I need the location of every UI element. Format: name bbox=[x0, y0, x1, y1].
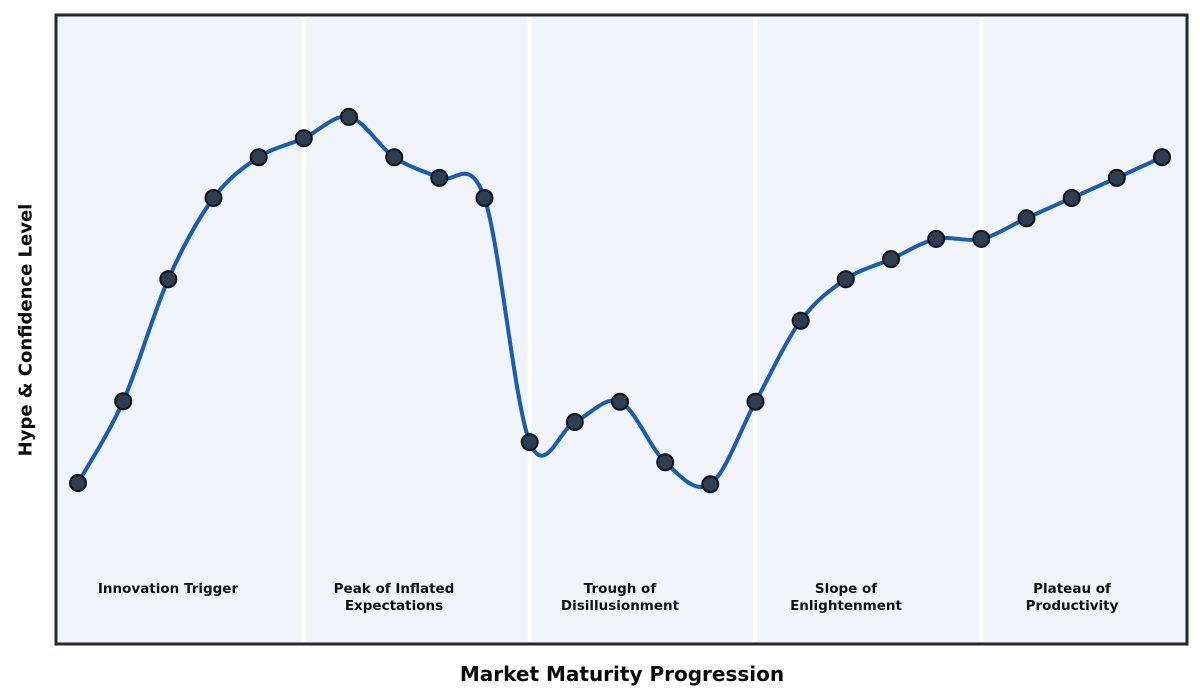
phase-label-peak-of-inflated-expectations: Peak of Inflated Expectations bbox=[333, 581, 455, 614]
data-point-marker bbox=[656, 453, 675, 472]
data-point-marker bbox=[1153, 148, 1171, 167]
x-axis-label: Market Maturity Progression bbox=[459, 662, 785, 686]
phase-dividers bbox=[301, 17, 984, 642]
data-point-marker bbox=[1107, 168, 1126, 187]
data-point-marker bbox=[69, 474, 87, 492]
data-point-marker bbox=[114, 392, 133, 411]
data-point-marker bbox=[430, 168, 449, 187]
data-point-marker bbox=[927, 229, 946, 248]
phase-label-innovation-trigger: Innovation Trigger bbox=[97, 581, 239, 597]
plot-frame bbox=[54, 13, 1189, 646]
phase-label-slope-of-enlightenment: Slope of Enlightenment bbox=[790, 581, 902, 614]
data-point-marker bbox=[791, 311, 810, 330]
data-point-marker bbox=[565, 413, 584, 431]
data-point-marker bbox=[204, 189, 223, 207]
data-point-marker bbox=[1017, 209, 1036, 228]
data-point-marker bbox=[159, 270, 178, 289]
data-point-marker bbox=[294, 129, 313, 148]
data-point-marker bbox=[249, 148, 268, 167]
data-point-marker bbox=[340, 107, 358, 126]
data-point-marker bbox=[701, 475, 720, 494]
data-point-marker bbox=[882, 250, 900, 269]
data-point-marker bbox=[475, 189, 494, 207]
data-point-marker bbox=[385, 148, 404, 167]
data-point-marker bbox=[1062, 189, 1081, 207]
data-point-markers bbox=[69, 107, 1171, 494]
data-point-marker bbox=[746, 392, 765, 411]
y-axis-label: Hype & Confidence Level bbox=[15, 203, 37, 457]
plot-area bbox=[56, 15, 1187, 644]
data-point-marker bbox=[520, 433, 539, 452]
plot-background bbox=[56, 15, 1187, 644]
data-point-marker bbox=[836, 270, 855, 289]
phase-label-trough-of-disillusionment: Trough of Disillusionment bbox=[560, 581, 680, 614]
plot-border bbox=[54, 13, 1189, 646]
data-point-marker bbox=[972, 229, 991, 248]
data-point-marker bbox=[611, 392, 629, 411]
phase-label-plateau-of-productivity: Plateau of Productivity bbox=[1025, 581, 1119, 614]
